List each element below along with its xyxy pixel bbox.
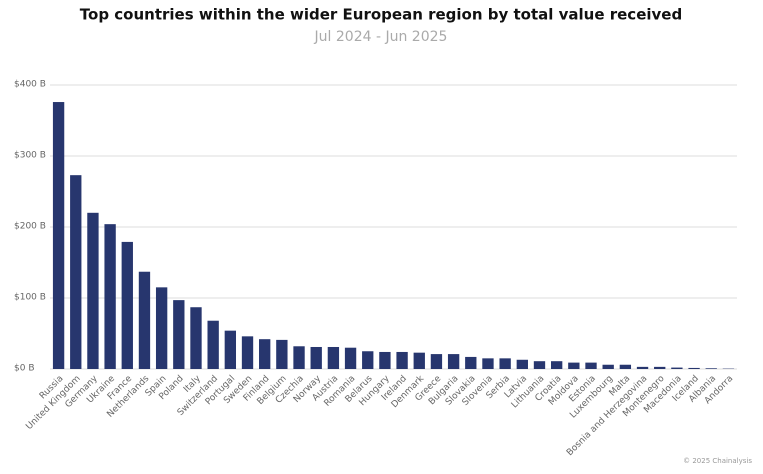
y-tick-label: $200 B (14, 222, 46, 232)
bar (241, 336, 254, 369)
bar (207, 320, 219, 369)
bar (413, 352, 425, 369)
y-tick-label: $100 B (14, 293, 46, 303)
credit: © 2025 Chainalysis (683, 457, 752, 465)
bar (293, 346, 305, 369)
bar (121, 241, 133, 369)
bar (705, 368, 717, 369)
bar (550, 361, 563, 369)
y-tick-label: $0 B (14, 364, 35, 374)
y-tick-label: $400 B (14, 80, 46, 90)
bar (70, 175, 82, 369)
bar (52, 102, 65, 369)
bar (155, 287, 168, 369)
bar (447, 354, 460, 369)
bar (465, 356, 477, 369)
bar (104, 224, 116, 369)
bar (619, 364, 632, 369)
bar (533, 361, 546, 369)
bar (310, 346, 322, 369)
bar (585, 362, 597, 369)
bar (276, 339, 288, 369)
bar (499, 358, 511, 369)
bar (568, 362, 580, 369)
chart-subtitle: Jul 2024 - Jun 2025 (314, 29, 448, 45)
bar (190, 307, 202, 369)
bar (362, 351, 374, 369)
bar (654, 366, 666, 369)
bar (138, 271, 151, 369)
bar (327, 346, 340, 369)
bar (259, 339, 271, 369)
bar (87, 212, 99, 369)
y-tick-label: $300 B (14, 151, 46, 161)
bar (516, 359, 528, 369)
bar (482, 358, 494, 369)
bar (430, 354, 443, 369)
bar (688, 367, 700, 369)
bar (379, 351, 391, 369)
bar (636, 366, 649, 369)
bar (602, 364, 614, 369)
bar (344, 347, 357, 369)
bar (396, 351, 408, 369)
chart-title: Top countries within the wider European … (80, 6, 682, 24)
bar (671, 367, 683, 369)
bar (224, 330, 237, 369)
bar (173, 300, 185, 369)
